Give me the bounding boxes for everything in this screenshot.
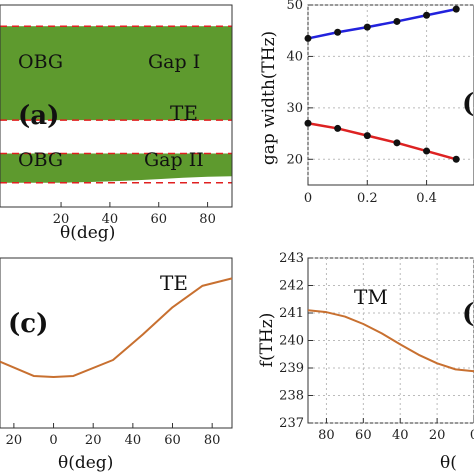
panel-b-ytick-label: 20 bbox=[286, 152, 303, 167]
panel-b-series-1-point bbox=[363, 132, 371, 140]
panel-c-xtick-label: 20 bbox=[6, 433, 23, 448]
panel-c-xtick-label: 80 bbox=[204, 433, 221, 448]
panel-d-ytick-label: 240 bbox=[279, 334, 304, 349]
panel-d-polarization: TM bbox=[354, 285, 388, 309]
panel-b-series-0-point bbox=[423, 11, 431, 19]
panel-a-xtick-label: 60 bbox=[150, 212, 167, 227]
panel-b-series-1-point bbox=[334, 124, 342, 132]
panel-d-ytick-label: 243 bbox=[279, 251, 304, 266]
panel-a-xtick-label: 80 bbox=[199, 212, 216, 227]
panel-d-xtick-label: 0 bbox=[470, 428, 474, 443]
gap-1-band bbox=[0, 26, 232, 121]
panel-d-ytick-label: 241 bbox=[279, 306, 304, 321]
panel-d-ytick-label: 242 bbox=[279, 279, 304, 294]
panel-b-ylabel: gap width(THz) bbox=[259, 31, 279, 165]
panel-b-series-1-line bbox=[307, 122, 457, 161]
gap-2-band bbox=[0, 153, 232, 183]
panel-b-series-0-point bbox=[452, 5, 460, 13]
panel-a-band1-right-label: Gap I bbox=[148, 51, 200, 73]
panel-a-band2-right-label: Gap II bbox=[144, 149, 204, 171]
panel-c-xtick-label: 0 bbox=[49, 433, 57, 448]
panel-d-ytick-label: 239 bbox=[279, 361, 304, 376]
panel-b-series-0-point bbox=[363, 23, 371, 31]
panel-b-xtick-label: 0 bbox=[304, 191, 312, 206]
panel-b-series-0-point bbox=[334, 28, 342, 36]
panel-b-series-0-line bbox=[307, 7, 457, 40]
panel-b: 20 30 40 50 0 0.2 0.4 gap width(THz) ( bbox=[259, 0, 474, 206]
panel-b-series-1-point bbox=[452, 155, 460, 163]
panel-d-xtick-label: 80 bbox=[318, 428, 335, 443]
panel-c-xtick-label: 60 bbox=[164, 433, 181, 448]
panel-a-band1-left-label: OBG bbox=[18, 51, 63, 73]
panel-b-ytick-label: 40 bbox=[286, 49, 303, 64]
panel-c-frame bbox=[0, 257, 233, 429]
panel-b-ytick-label: 50 bbox=[286, 0, 303, 13]
panel-d-xtick-label: 40 bbox=[392, 428, 409, 443]
panel-a-xtick-label: 40 bbox=[102, 212, 119, 227]
panel-c-xtick-label: 40 bbox=[125, 433, 142, 448]
panel-a-xlabel: θ(deg) bbox=[60, 223, 115, 243]
panel-c-polarization: TE bbox=[160, 271, 188, 295]
panel-b-series-0-point bbox=[393, 17, 401, 25]
panel-a-tag: (a) bbox=[18, 101, 59, 131]
panel-c-curve bbox=[0, 277, 233, 378]
panel-c-xtick-label: 20 bbox=[85, 433, 102, 448]
panel-d-xtick-label: 60 bbox=[355, 428, 372, 443]
panel-d: TM ( 243 242 241 240 239 238 237 80 60 40 20 0 f(TH… bbox=[257, 251, 474, 473]
panel-a-frame bbox=[0, 4, 233, 208]
panel-d-xlabel: θ( bbox=[440, 453, 457, 473]
panel-d-ytick-label: 237 bbox=[279, 416, 304, 431]
panel-b-tag-partial: ( bbox=[462, 89, 474, 119]
panel-b-series-0-point bbox=[304, 34, 312, 42]
panel-d-ylabel: f(THz) bbox=[257, 313, 277, 368]
panel-a-xtick-label: 20 bbox=[53, 212, 70, 227]
panel-b-xtick-label: 0.4 bbox=[416, 191, 437, 206]
panel-c-xlabel: θ(deg) bbox=[58, 453, 113, 473]
panel-b-ytick-label: 30 bbox=[286, 101, 303, 116]
panel-c-tag: (c) bbox=[8, 309, 48, 339]
panel-c: (c) TE 20 0 20 40 60 80 θ(deg) bbox=[0, 257, 233, 473]
panel-a-band2-left-label: OBG bbox=[18, 149, 63, 171]
panel-a-polarization: TE bbox=[170, 101, 198, 125]
panel-d-xtick-label: 20 bbox=[429, 428, 446, 443]
panel-b-series-1-point bbox=[304, 119, 312, 127]
panel-b-series-1-point bbox=[423, 147, 431, 155]
panel-b-series-1-point bbox=[393, 139, 401, 147]
panel-d-tag-partial: ( bbox=[462, 299, 474, 329]
panel-d-ytick-label: 238 bbox=[279, 389, 304, 404]
panel-a: OBG Gap I OBG Gap II (a) TE 20 40 60 80 θ(d… bbox=[0, 4, 233, 243]
panel-d-curve bbox=[307, 309, 474, 373]
panel-b-xtick-label: 0.2 bbox=[357, 191, 378, 206]
